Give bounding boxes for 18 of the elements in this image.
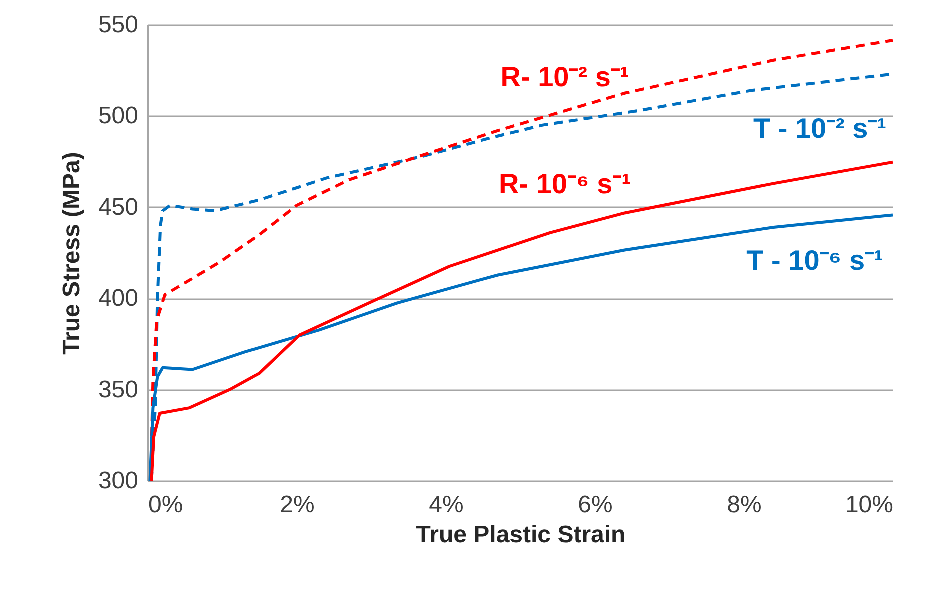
y-tick-label: 450 <box>98 194 138 221</box>
y-tick-label: 350 <box>98 376 138 404</box>
x-tick-label: 2% <box>280 492 315 518</box>
y-axis-title: True Stress (MPa) <box>58 152 86 355</box>
y-tick-label: 400 <box>98 285 138 312</box>
x-tick-label: 8% <box>727 492 762 518</box>
x-tick-label: 10% <box>845 492 894 518</box>
series-label: R- 10⁻² s⁻¹ <box>500 62 630 93</box>
series-label: T - 10⁻⁶ s⁻¹ <box>746 245 884 276</box>
y-tick-label: 500 <box>98 102 138 130</box>
y-tick-label: 550 <box>98 12 138 38</box>
y-tick-label: 300 <box>98 468 138 494</box>
x-tick-label: 0% <box>148 492 184 518</box>
series-label: R- 10⁻⁶ s⁻¹ <box>498 168 632 200</box>
x-tick-label: 6% <box>578 492 613 518</box>
series-label: T - 10⁻² s⁻¹ <box>753 113 887 144</box>
x-axis-title: True Plastic Strain <box>416 522 626 548</box>
x-tick-label: 4% <box>429 492 464 518</box>
